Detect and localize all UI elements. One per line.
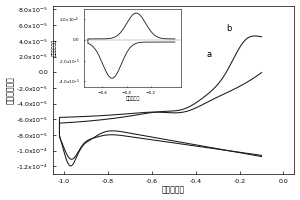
X-axis label: 电位（伏）: 电位（伏）: [162, 185, 185, 194]
Text: b: b: [226, 24, 232, 33]
Text: a: a: [207, 50, 212, 59]
Y-axis label: 电流（安幹）: 电流（安幹）: [6, 76, 15, 104]
